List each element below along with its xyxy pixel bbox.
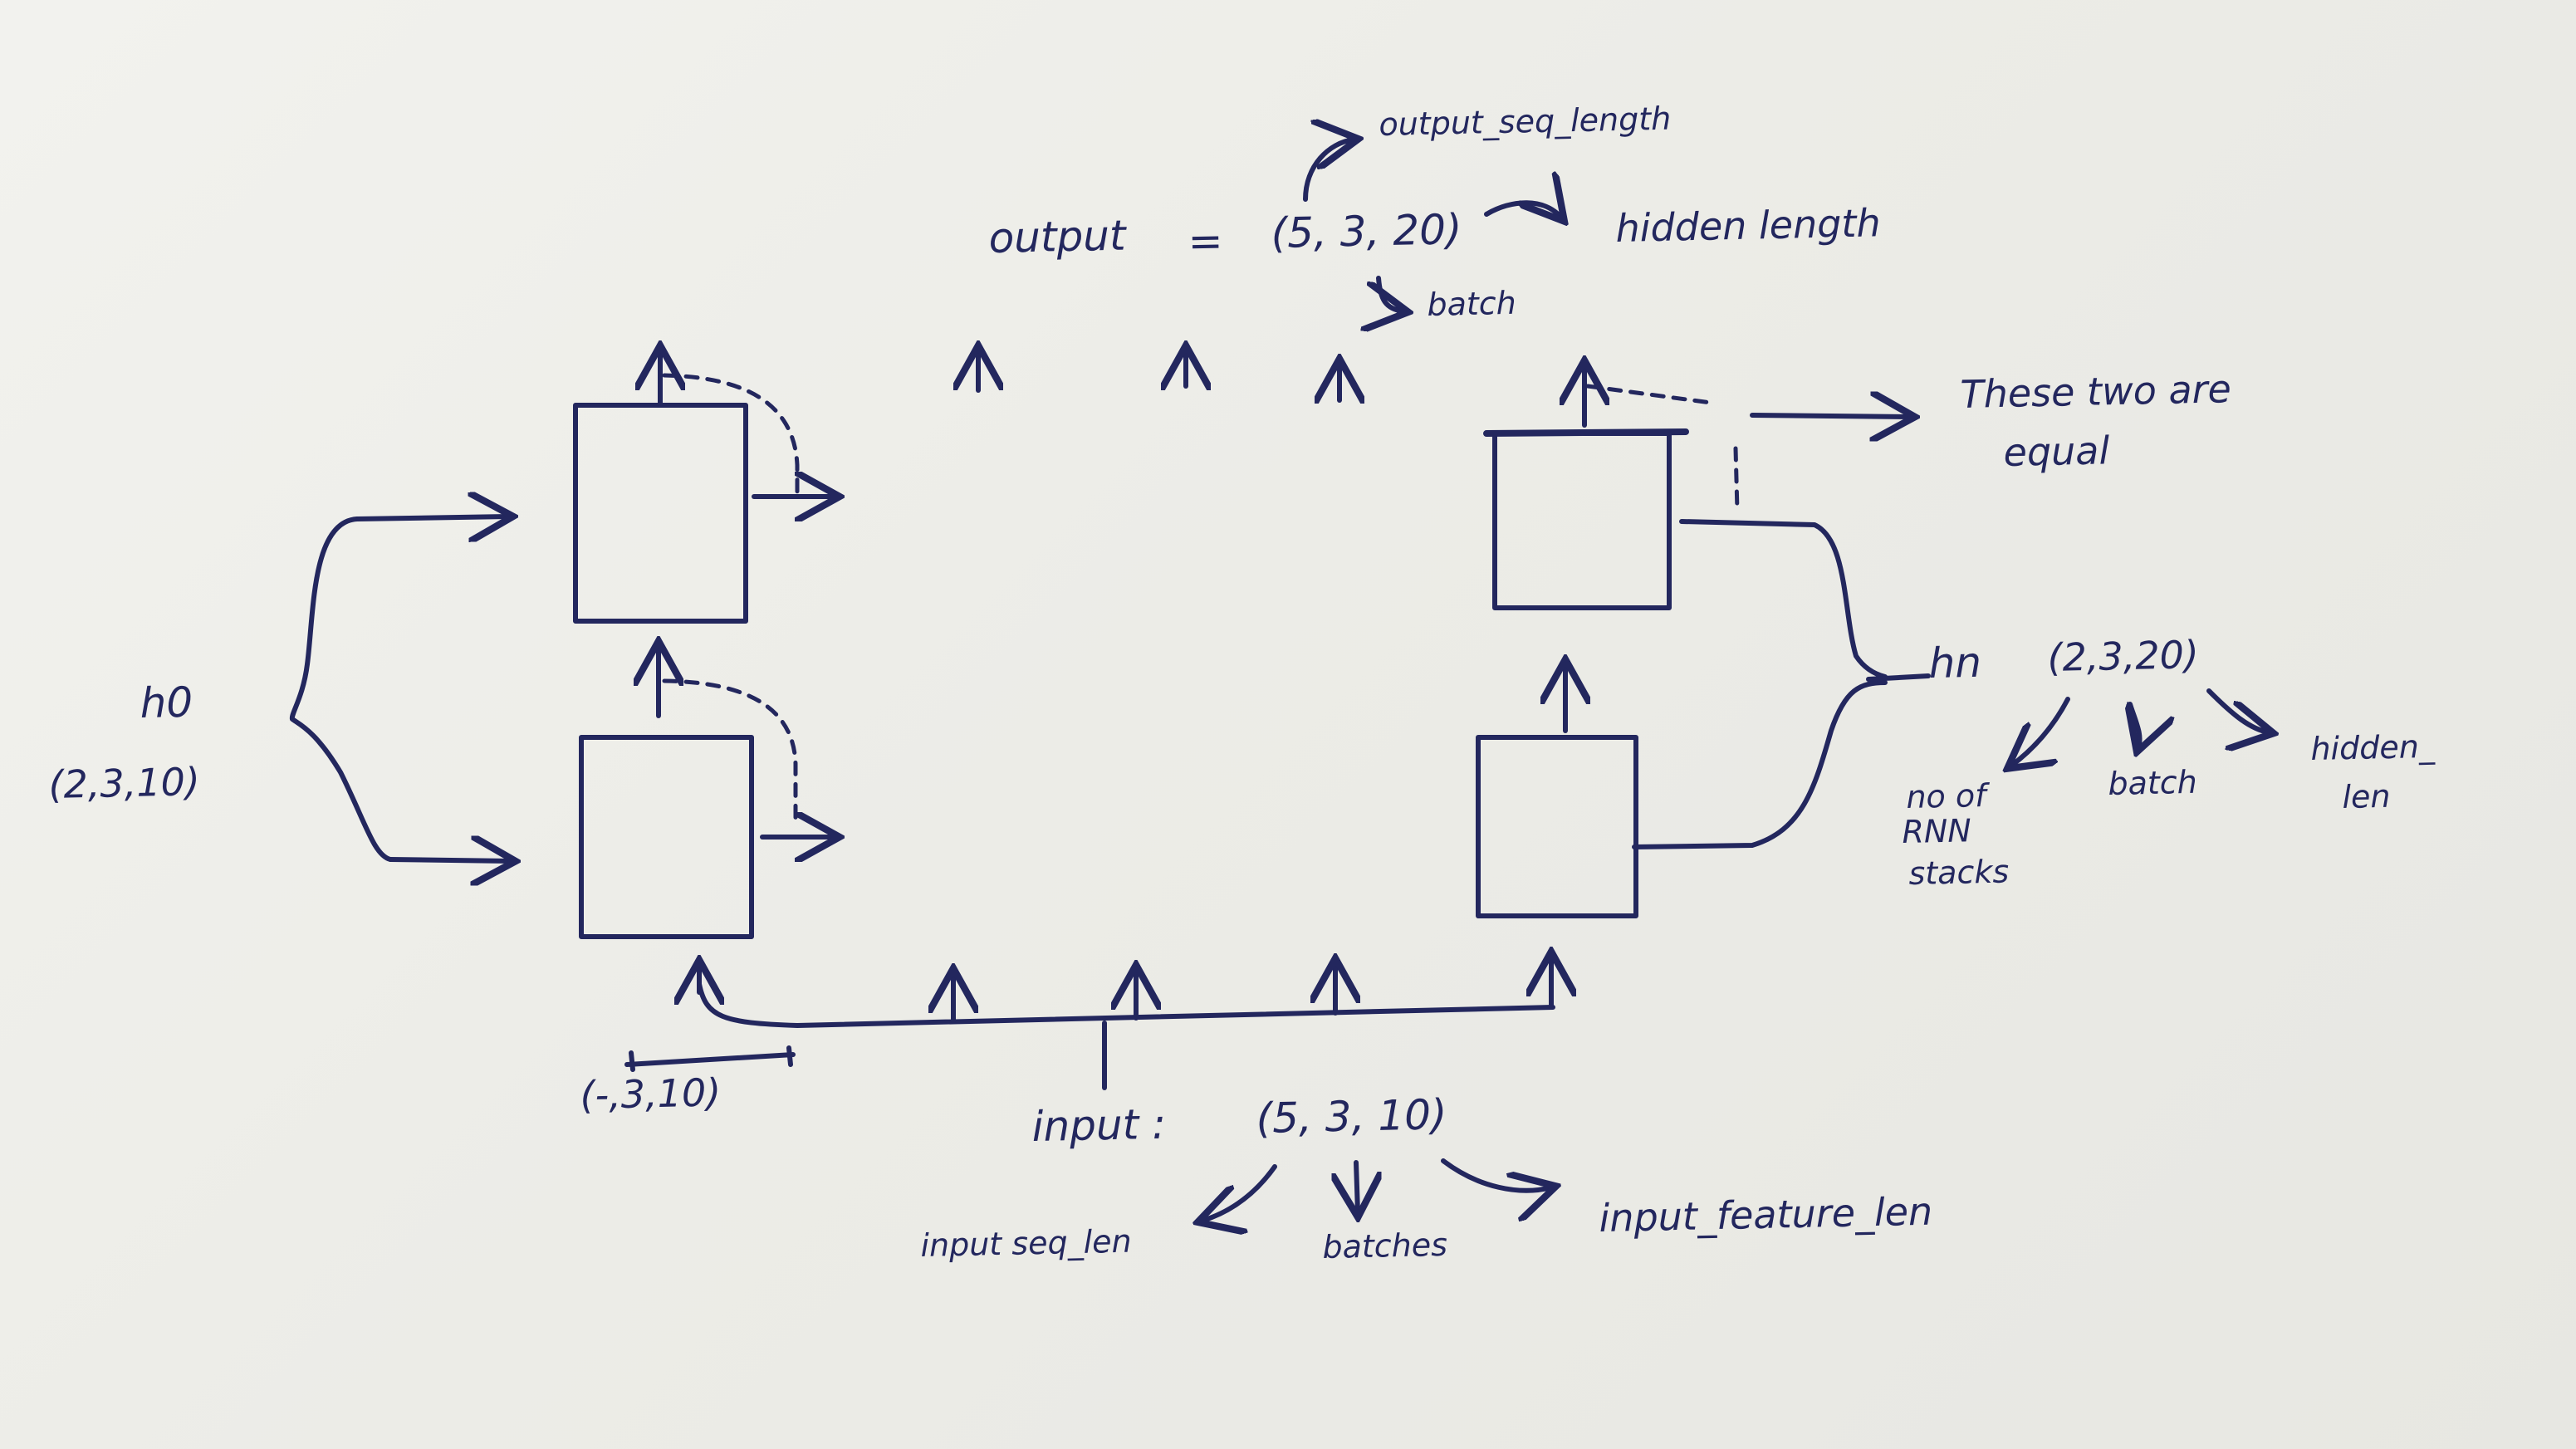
hn-brace-upper: [1679, 519, 1888, 679]
input-shape: (5, 3, 10): [1256, 1090, 1448, 1143]
input-bus-line: [697, 982, 1555, 1028]
output-batch-arrow: [1379, 276, 1403, 311]
left-top-rnn-cell: [573, 403, 748, 624]
hn-layers-arrow: [2011, 697, 2070, 766]
hn-label: hn: [1928, 638, 1982, 688]
hn-hidden-arrow: [2206, 688, 2269, 732]
slice-bracket: [624, 1045, 796, 1072]
hidden-len-line2: len: [2342, 777, 2391, 815]
input-seq-len-label: input seq_len: [920, 1222, 1133, 1264]
right-top-cell-top-edge-bold: [1483, 428, 1689, 437]
input-feature-arrow: [1441, 1158, 1551, 1191]
output-batch-label: batch: [1427, 284, 1517, 323]
left-bottom-rnn-cell: [579, 735, 754, 939]
input-feature-len-label: input_feature_len: [1599, 1188, 1933, 1241]
batches-label: batches: [1322, 1226, 1448, 1265]
output-seq-arrow: [1303, 140, 1354, 202]
equals-sign: =: [1188, 217, 1224, 266]
input-label: input :: [1031, 1099, 1167, 1151]
hn-batch-label: batch: [2108, 763, 2198, 802]
output-hidden-arrow: [1484, 203, 1561, 218]
these-two-equal-line2: equal: [2003, 428, 2110, 475]
h0-curly-brace: [289, 516, 393, 862]
output-shape: (5, 3, 20): [1271, 205, 1463, 257]
hidden-length-label: hidden length: [1615, 200, 1882, 251]
right-top-rnn-cell: [1492, 431, 1672, 610]
h0-to-bottom-cell-arrow: [388, 859, 511, 861]
h0-label: h0: [140, 678, 193, 727]
rnn-stacks-line3: stacks: [1908, 853, 2010, 892]
h0-shape: (2,3,10): [48, 759, 201, 807]
hn-brace-lower: [1632, 680, 1888, 849]
right-bottom-rnn-cell: [1476, 735, 1638, 918]
left-bottom-cell-hidden-dashed-arrow: [662, 678, 798, 829]
output-seq-length-label: output_seq_length: [1379, 100, 1672, 143]
hn-batch-arrow: [2130, 704, 2140, 747]
input-seq-arrow: [1202, 1164, 1277, 1221]
h0-to-top-cell-arrow: [355, 516, 508, 519]
rnn-stacks-line1: no of: [1906, 776, 1986, 815]
left-top-cell-hidden-dashed-arrow: [662, 373, 800, 497]
output-label: output: [988, 211, 1127, 262]
these-two-equal-pointer-arrow: [1750, 415, 1910, 417]
hidden-len-line1: hidden_: [2310, 727, 2436, 767]
slice-shape: (-,3,10): [580, 1070, 722, 1118]
right-top-cell-dashed-down: [1733, 446, 1740, 513]
right-top-cell-dashed-line: [1585, 384, 1713, 405]
these-two-equal-line1: These two are: [1960, 366, 2232, 417]
hn-shape: (2,3,20): [2047, 632, 2200, 680]
hn-brace-point: [1866, 673, 1931, 682]
input-batch-arrow: [1356, 1160, 1358, 1212]
rnn-stacks-line2: RNN: [1902, 812, 1972, 850]
